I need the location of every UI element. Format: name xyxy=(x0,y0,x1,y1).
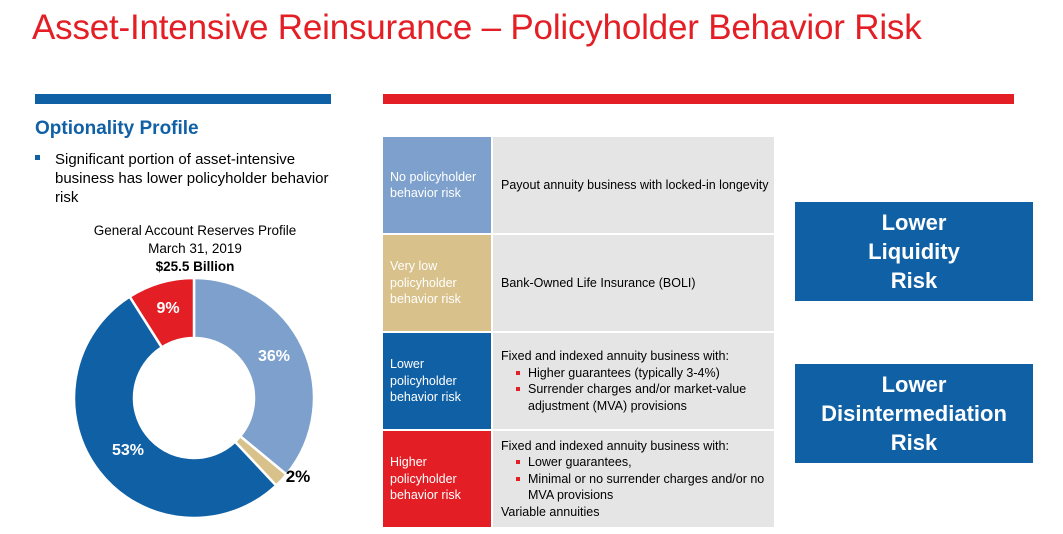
risk-footer: Variable annuities xyxy=(501,504,600,519)
risk-bullet-list: Lower guarantees, Minimal or no surrende… xyxy=(501,454,774,504)
risk-description-cell: Bank-Owned Life Insurance (BOLI) xyxy=(493,235,774,331)
lower-liquidity-risk-box: Lower Liquidity Risk xyxy=(795,202,1033,301)
chart-caption: General Account Reserves Profile March 3… xyxy=(64,222,326,276)
risk-category-label: Lower policyholder behavior risk xyxy=(390,357,461,405)
risk-category-label: Higher policyholder behavior risk xyxy=(390,455,461,503)
table-row: Higher policyholder behavior risk Fixed … xyxy=(383,431,774,527)
risk-description: Bank-Owned Life Insurance (BOLI) xyxy=(501,275,696,290)
box-line: Risk xyxy=(890,268,938,293)
risk-bullet: Surrender charges and/or market-value ad… xyxy=(501,381,774,414)
risk-bullet: Higher guarantees (typically 3-4%) xyxy=(501,365,774,382)
risk-bullet: Lower guarantees, xyxy=(501,454,774,471)
page-title: Asset-Intensive Reinsurance – Policyhold… xyxy=(32,8,922,47)
risk-category-label: No policyholder behavior risk xyxy=(390,169,477,201)
chart-total: $25.5 Billion xyxy=(155,259,235,274)
section-heading: Optionality Profile xyxy=(35,118,199,139)
lower-disintermediation-risk-box: Lower Disintermediation Risk xyxy=(795,364,1033,463)
bullet-point: Significant portion of asset-intensive b… xyxy=(35,150,335,207)
slice-label: 36% xyxy=(258,348,290,365)
box-line: Liquidity xyxy=(868,239,960,264)
box-line: Lower xyxy=(881,210,947,235)
chart-title: General Account Reserves Profile xyxy=(93,223,297,238)
left-section-divider xyxy=(35,94,331,104)
risk-description-cell: Fixed and indexed annuity business with:… xyxy=(493,431,774,527)
bullet-marker xyxy=(35,155,40,160)
risk-description: Fixed and indexed annuity business with: xyxy=(501,349,729,363)
donut-slice xyxy=(192,276,316,477)
risk-category-cell: Lower policyholder behavior risk xyxy=(383,333,491,429)
bullet-text: Significant portion of asset-intensive b… xyxy=(55,151,329,206)
risk-category-label: Very low policyholder behavior risk xyxy=(390,259,461,307)
risk-bullet: Minimal or no surrender charges and/or n… xyxy=(501,471,774,504)
risk-bullet-list: Higher guarantees (typically 3-4%) Surre… xyxy=(501,365,774,415)
table-row: Lower policyholder behavior risk Fixed a… xyxy=(383,333,774,429)
chart-subtitle: March 31, 2019 xyxy=(148,241,242,256)
slice-label: 9% xyxy=(156,300,179,317)
donut-slice xyxy=(127,276,196,350)
risk-description-cell: Fixed and indexed annuity business with:… xyxy=(493,333,774,429)
box-line: Lower xyxy=(881,372,947,397)
risk-category-cell: Higher policyholder behavior risk xyxy=(383,431,491,527)
table-row: No policyholder behavior risk Payout ann… xyxy=(383,137,774,233)
slice-label: 53% xyxy=(112,442,144,459)
donut-slice xyxy=(72,294,278,520)
risk-category-cell: Very low policyholder behavior risk xyxy=(383,235,491,331)
reserves-donut-chart: 36% 2% 53% 9% xyxy=(72,276,316,520)
table-row: Very low policyholder behavior risk Bank… xyxy=(383,235,774,331)
risk-description-cell: Payout annuity business with locked-in l… xyxy=(493,137,774,233)
right-section-divider xyxy=(383,94,1014,104)
box-line: Risk xyxy=(890,430,938,455)
box-line: Disintermediation xyxy=(821,401,1007,426)
slice-label: 2% xyxy=(286,467,311,486)
risk-description: Payout annuity business with locked-in l… xyxy=(501,177,769,192)
risk-description: Fixed and indexed annuity business with: xyxy=(501,438,729,453)
risk-category-cell: No policyholder behavior risk xyxy=(383,137,491,233)
